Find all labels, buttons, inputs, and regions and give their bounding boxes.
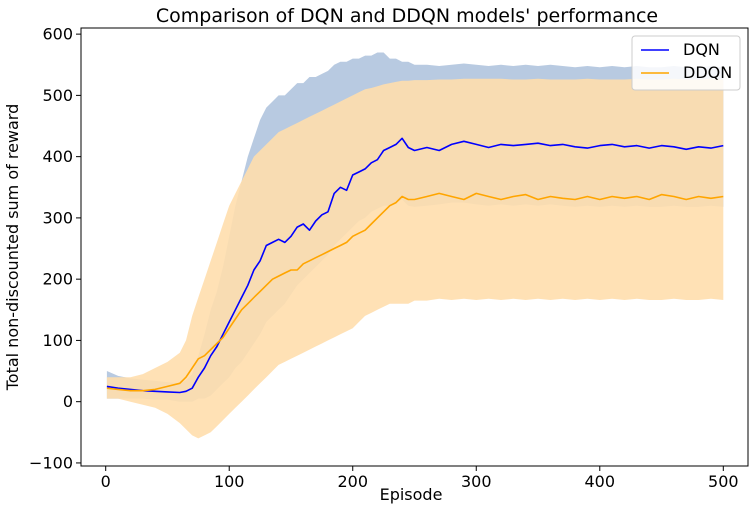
y-axis-ticks: −100 0 100 200 300 400 500 600 (29, 25, 81, 472)
series-lines (106, 137, 724, 394)
x-tick-label: 100 (214, 472, 245, 491)
confidence-bands (106, 52, 724, 439)
y-tick-label: 100 (42, 331, 73, 350)
chart-title: Comparison of DQN and DDQN models' perfo… (156, 5, 658, 27)
x-tick-label: 300 (461, 472, 492, 491)
y-tick-label: 600 (42, 25, 73, 44)
x-tick-label: 400 (585, 472, 616, 491)
y-tick-label: 400 (42, 147, 73, 166)
y-tick-label: 300 (42, 208, 73, 227)
dqn-line (106, 137, 724, 394)
ddqn-band (106, 78, 724, 439)
x-tick-label: 500 (708, 472, 739, 491)
x-axis-ticks: 0 100 200 300 400 500 (101, 466, 739, 491)
plot-frame (80, 27, 749, 467)
legend: DQN DDQN (631, 35, 741, 91)
y-tick-label: 0 (63, 392, 73, 411)
y-tick-label: 200 (42, 270, 73, 289)
legend-label-dqn: DQN (683, 40, 720, 59)
y-tick-label: 500 (42, 86, 73, 105)
x-axis-label: Episode (380, 485, 443, 504)
legend-label-ddqn: DDQN (683, 63, 732, 82)
ddqn-line (106, 192, 724, 392)
x-tick-label: 0 (101, 472, 111, 491)
y-tick-label: −100 (29, 453, 73, 472)
x-tick-label: 200 (337, 472, 368, 491)
y-axis-label: Total non-discounted sum of reward (3, 104, 22, 392)
